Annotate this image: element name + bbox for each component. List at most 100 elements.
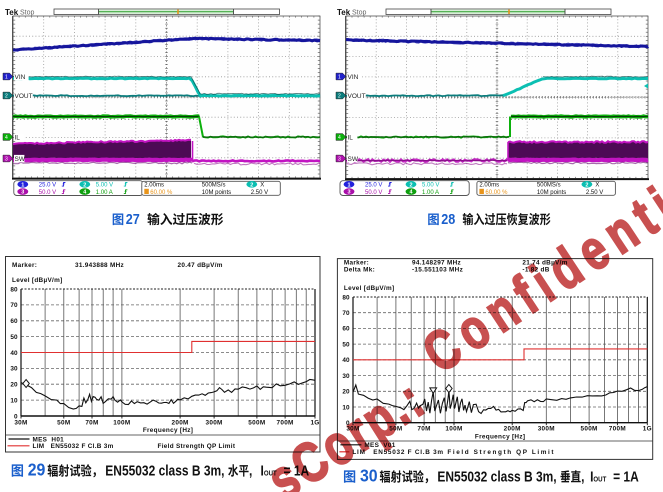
svg-text:25.0 V: 25.0 V	[39, 183, 56, 189]
svg-text:100M: 100M	[113, 420, 130, 427]
svg-text:OUT: OUT	[593, 476, 607, 484]
svg-text:1: 1	[338, 75, 341, 81]
svg-text:28: 28	[441, 211, 455, 227]
svg-text:27: 27	[126, 211, 140, 227]
svg-text:80: 80	[342, 294, 350, 301]
svg-text:3: 3	[347, 190, 350, 196]
svg-text:50: 50	[10, 334, 18, 341]
svg-text:3: 3	[338, 157, 341, 163]
svg-text:SW: SW	[15, 156, 26, 163]
svg-text:4: 4	[409, 190, 413, 196]
svg-text:Tek: Tek	[5, 8, 19, 17]
svg-text:EN55032 class B 3m,: EN55032 class B 3m,	[105, 462, 224, 478]
svg-text:= 1A: = 1A	[613, 468, 639, 484]
svg-text:= 1A: = 1A	[284, 462, 310, 478]
svg-text:I: I	[260, 462, 263, 478]
svg-text:94.148297 MHz: 94.148297 MHz	[412, 259, 461, 266]
svg-text:80: 80	[10, 286, 18, 293]
svg-text:25.0 V: 25.0 V	[365, 183, 382, 189]
svg-text:500MS/s: 500MS/s	[202, 183, 226, 189]
svg-text:1G: 1G	[310, 420, 319, 427]
svg-text:40: 40	[10, 350, 18, 357]
svg-text:30: 30	[360, 466, 378, 486]
svg-text:70: 70	[10, 302, 18, 309]
svg-text:I: I	[590, 468, 593, 484]
svg-text:MES H01: MES H01	[33, 436, 65, 443]
svg-text:500M: 500M	[248, 420, 265, 427]
svg-text:2.00ms: 2.00ms	[144, 183, 164, 189]
svg-text:2: 2	[338, 94, 341, 100]
svg-text:50.0 V: 50.0 V	[39, 190, 56, 196]
svg-text:50M: 50M	[57, 420, 70, 427]
svg-text:1.00 A: 1.00 A	[96, 190, 113, 196]
svg-text:VIN: VIN	[348, 74, 359, 81]
svg-text:4: 4	[338, 135, 341, 141]
svg-text:5.00 V: 5.00 V	[422, 183, 439, 189]
svg-text:,: ,	[249, 462, 256, 478]
svg-text:500M: 500M	[581, 426, 598, 433]
svg-text:2.00ms: 2.00ms	[479, 183, 499, 189]
svg-text:EN55032 class B 3m,: EN55032 class B 3m,	[437, 468, 556, 484]
svg-text:IL: IL	[348, 135, 354, 142]
svg-text:,: ,	[581, 468, 588, 484]
svg-text:LIM EN55032 F Cl.B 3m: LIM EN55032 F Cl.B 3m	[33, 443, 114, 450]
svg-text:300M: 300M	[538, 426, 555, 433]
svg-text:100M: 100M	[445, 426, 462, 433]
svg-text:50: 50	[342, 341, 350, 348]
svg-text:31.943888 MHz: 31.943888 MHz	[75, 262, 124, 269]
svg-text:2: 2	[585, 182, 588, 188]
svg-text:1G: 1G	[643, 426, 652, 433]
svg-text:Level [dBµV/m]: Level [dBµV/m]	[12, 277, 63, 284]
svg-text:2: 2	[5, 94, 8, 100]
svg-text:20: 20	[10, 382, 18, 389]
svg-text:LIM EN55032 F Cl.B 3m: LIM EN55032 F Cl.B 3m	[352, 449, 443, 456]
svg-text:OUT: OUT	[264, 470, 278, 478]
svg-text:60: 60	[342, 326, 350, 333]
svg-text:Tek: Tek	[337, 8, 351, 17]
svg-text:10M points: 10M points	[537, 190, 566, 196]
svg-text:4: 4	[83, 190, 87, 196]
svg-text:60.00 %: 60.00 %	[150, 190, 173, 196]
svg-text:0: 0	[14, 413, 18, 420]
svg-text:IL: IL	[15, 135, 21, 142]
svg-text:40: 40	[342, 357, 350, 364]
svg-text:50M: 50M	[389, 426, 402, 433]
svg-text:700M: 700M	[609, 426, 626, 433]
svg-text:X: X	[260, 183, 264, 189]
svg-text:700M: 700M	[277, 420, 294, 427]
svg-text:2: 2	[409, 182, 412, 188]
svg-text:VOUT: VOUT	[348, 93, 366, 100]
svg-text:20.47 dBµV/m: 20.47 dBµV/m	[178, 262, 223, 269]
svg-text:2: 2	[83, 182, 86, 188]
svg-text:2.50 V: 2.50 V	[251, 190, 268, 196]
svg-text:50.0 V: 50.0 V	[365, 190, 382, 196]
svg-text:4: 4	[5, 135, 8, 141]
svg-text:Stop: Stop	[352, 10, 367, 17]
svg-text:Stop: Stop	[20, 10, 35, 17]
svg-text:500MS/s: 500MS/s	[537, 183, 561, 189]
svg-text:30M: 30M	[346, 426, 359, 433]
svg-text:1: 1	[347, 182, 350, 188]
svg-text:1: 1	[5, 75, 8, 81]
svg-text:MES V01: MES V01	[364, 442, 395, 449]
svg-text:-15.551103 MHz: -15.551103 MHz	[412, 267, 463, 274]
svg-text:SW: SW	[348, 156, 359, 163]
svg-text:Frequency [Hz]: Frequency [Hz]	[475, 434, 525, 441]
svg-text:1: 1	[21, 182, 24, 188]
svg-text:70M: 70M	[85, 420, 98, 427]
svg-text:29: 29	[28, 460, 46, 480]
svg-text:Field Strength QP Limit: Field Strength QP Limit	[158, 443, 236, 450]
svg-text:60.00 %: 60.00 %	[485, 190, 508, 196]
svg-text:2.50 V: 2.50 V	[586, 190, 603, 196]
svg-text:21.74 dBµV/m: 21.74 dBµV/m	[522, 259, 567, 266]
svg-text:60: 60	[10, 318, 18, 325]
svg-text:Frequency [Hz]: Frequency [Hz]	[143, 427, 193, 434]
svg-text:20: 20	[342, 389, 350, 396]
svg-text:Marker:: Marker:	[344, 259, 369, 266]
svg-text:Marker:: Marker:	[12, 262, 37, 269]
svg-text:0: 0	[346, 420, 350, 427]
svg-text:10: 10	[10, 397, 18, 404]
svg-text:VIN: VIN	[15, 74, 26, 81]
svg-text:10: 10	[342, 404, 350, 411]
svg-text:10M points: 10M points	[202, 190, 231, 196]
